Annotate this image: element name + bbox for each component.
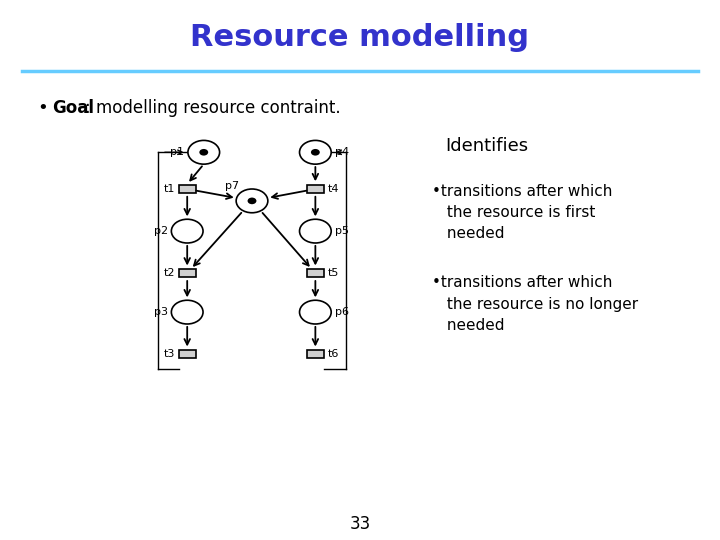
Bar bbox=[179, 350, 196, 358]
Text: p2: p2 bbox=[153, 226, 168, 236]
Text: the resource is no longer: the resource is no longer bbox=[442, 297, 638, 312]
Circle shape bbox=[171, 300, 203, 324]
Circle shape bbox=[188, 140, 220, 164]
Text: •transitions after which: •transitions after which bbox=[432, 275, 613, 291]
Text: Goal: Goal bbox=[52, 99, 94, 117]
Bar bbox=[179, 185, 196, 193]
Circle shape bbox=[171, 219, 203, 243]
Circle shape bbox=[311, 149, 320, 156]
Circle shape bbox=[300, 219, 331, 243]
Text: t5: t5 bbox=[328, 268, 339, 278]
Text: p6: p6 bbox=[335, 307, 348, 317]
Text: 33: 33 bbox=[349, 515, 371, 533]
Text: p1: p1 bbox=[171, 147, 184, 157]
Text: t3: t3 bbox=[163, 349, 175, 359]
Circle shape bbox=[300, 300, 331, 324]
Bar bbox=[307, 185, 324, 193]
Text: Identifies: Identifies bbox=[445, 137, 528, 155]
Text: : modelling resource contraint.: : modelling resource contraint. bbox=[85, 99, 341, 117]
Text: needed: needed bbox=[442, 226, 505, 241]
Text: p5: p5 bbox=[335, 226, 348, 236]
Circle shape bbox=[199, 149, 208, 156]
Circle shape bbox=[248, 198, 256, 204]
Bar bbox=[179, 269, 196, 277]
Text: p7: p7 bbox=[225, 181, 239, 191]
Text: t2: t2 bbox=[163, 268, 175, 278]
Text: p3: p3 bbox=[154, 307, 168, 317]
Circle shape bbox=[300, 140, 331, 164]
Text: t1: t1 bbox=[163, 184, 175, 194]
Circle shape bbox=[236, 189, 268, 213]
Text: Resource modelling: Resource modelling bbox=[191, 23, 529, 52]
Bar bbox=[307, 269, 324, 277]
Text: •transitions after which: •transitions after which bbox=[432, 184, 613, 199]
Bar bbox=[307, 350, 324, 358]
Text: needed: needed bbox=[442, 318, 505, 333]
Text: p4: p4 bbox=[335, 147, 349, 157]
Text: •: • bbox=[37, 99, 48, 117]
Text: t4: t4 bbox=[328, 184, 339, 194]
Text: t6: t6 bbox=[328, 349, 339, 359]
Text: the resource is first: the resource is first bbox=[442, 205, 595, 220]
